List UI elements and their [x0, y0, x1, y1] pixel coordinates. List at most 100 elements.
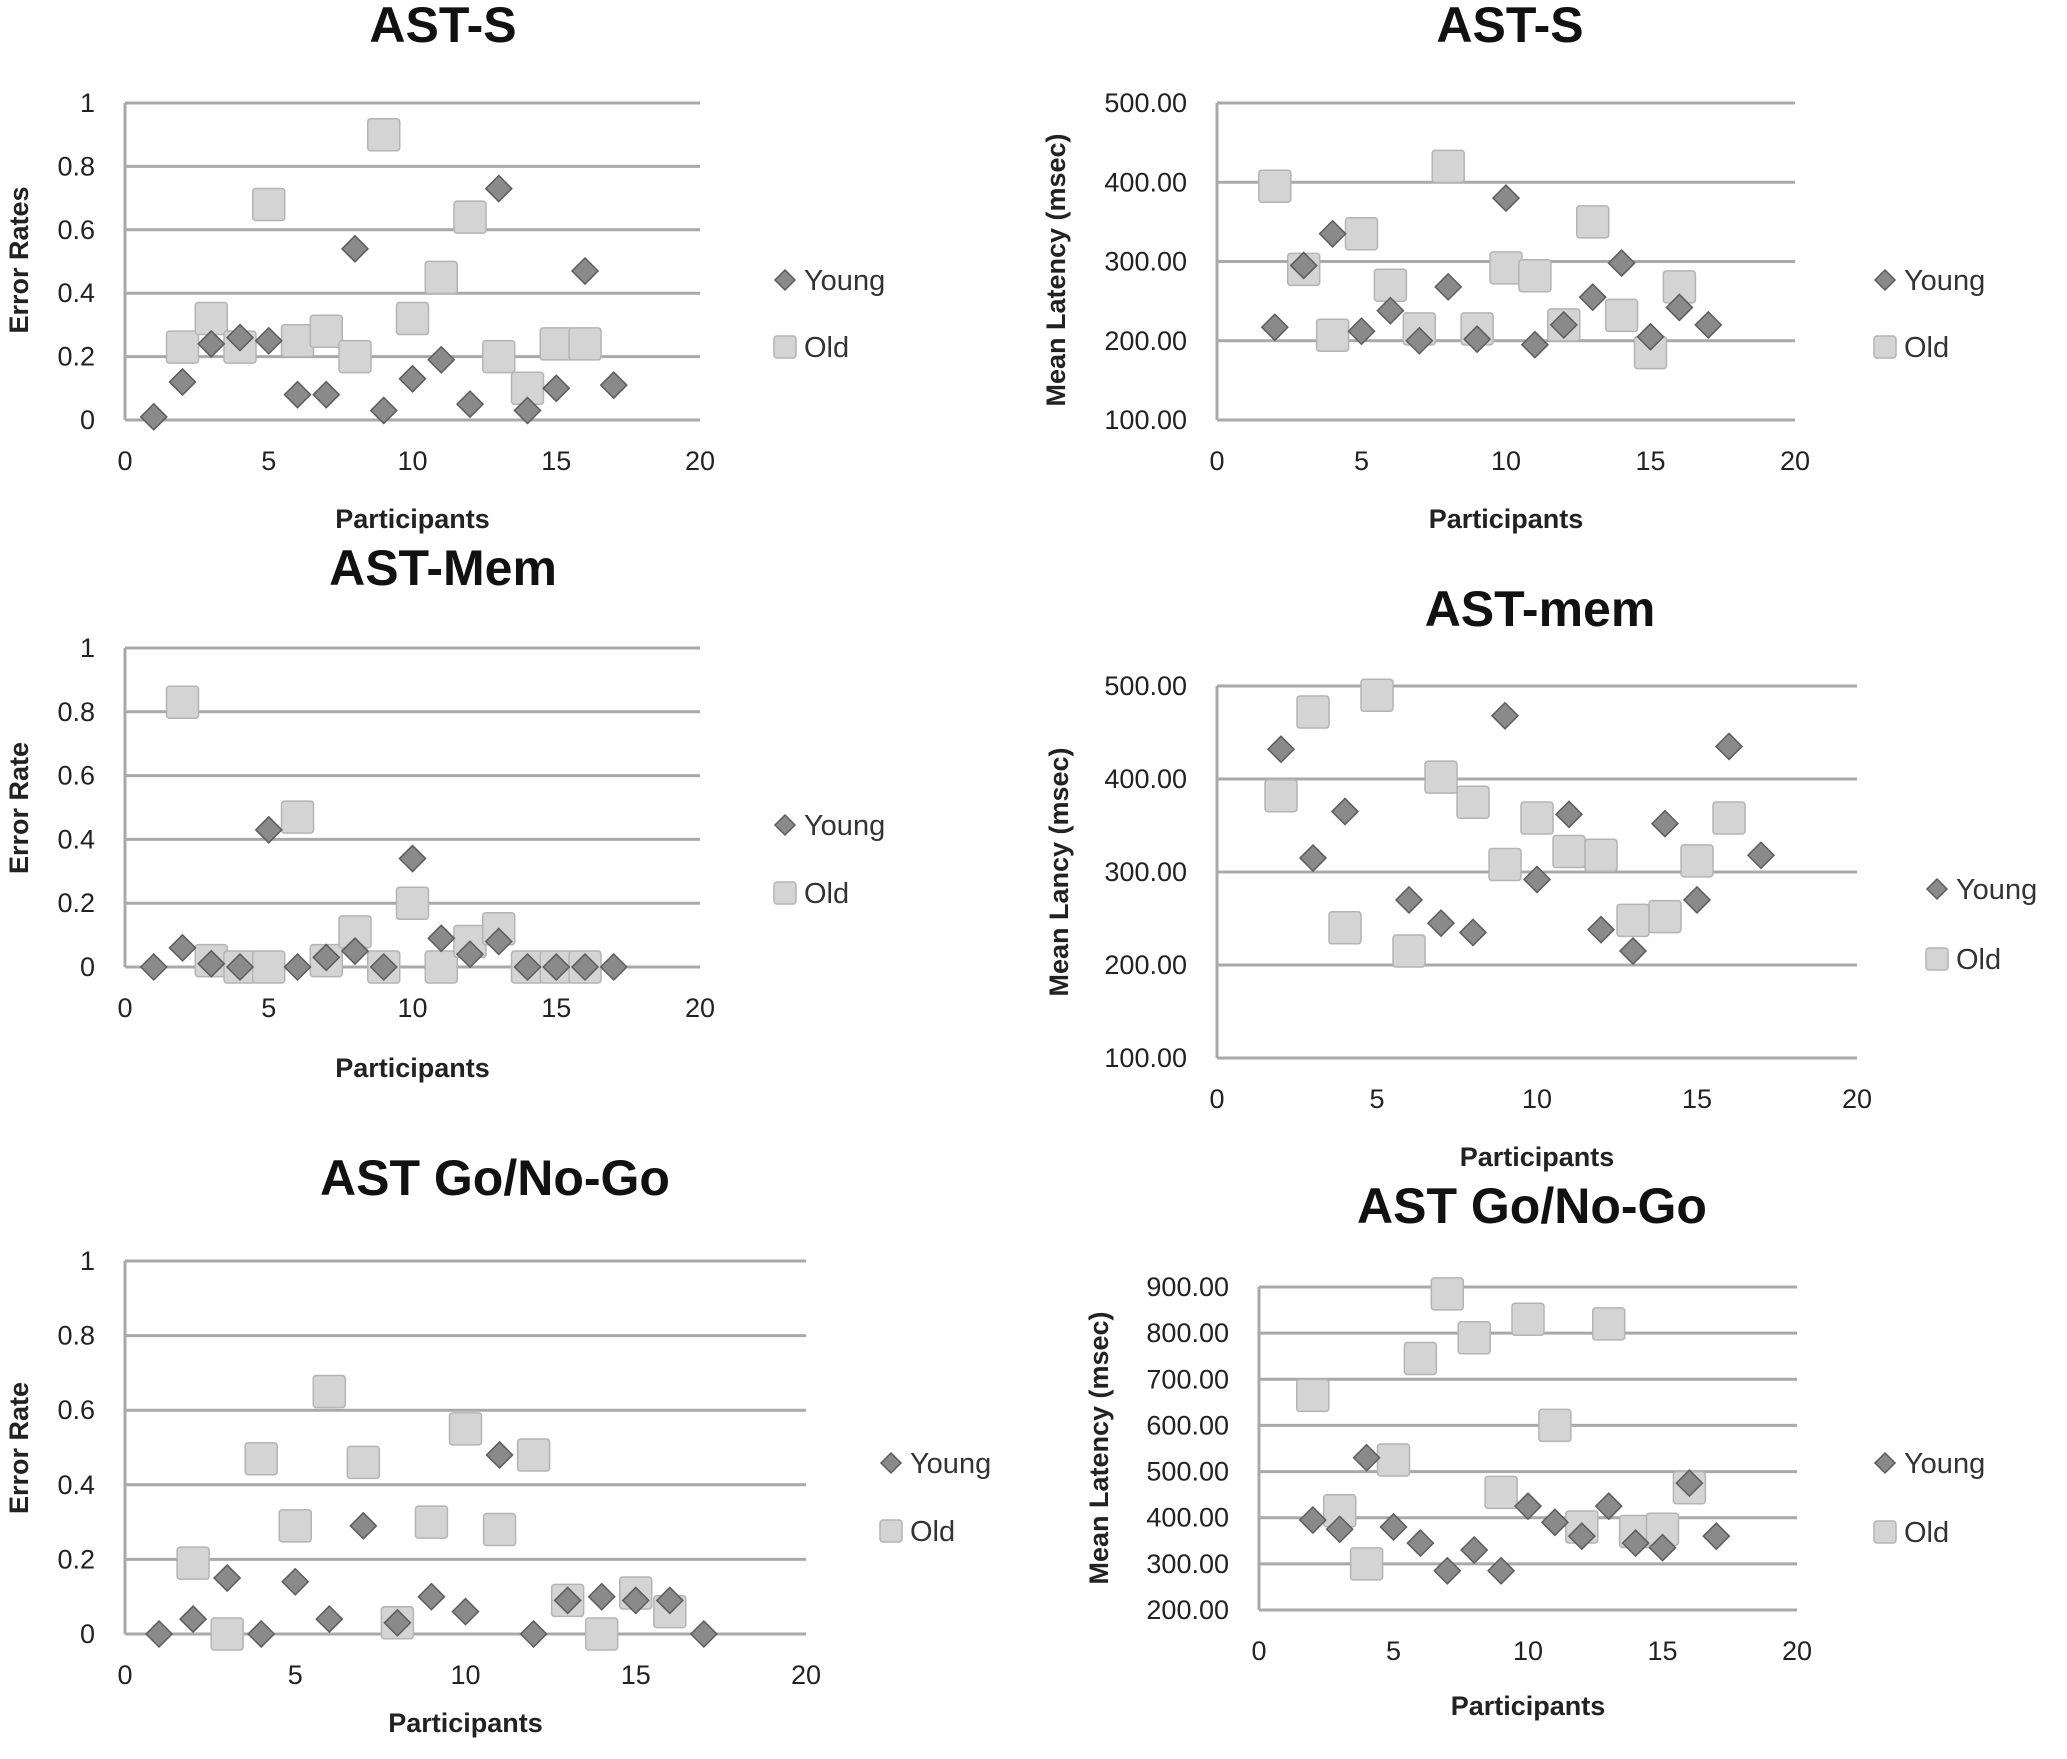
- legend-young-label: Young: [1904, 1448, 1985, 1480]
- legend-young-marker: [1873, 1451, 1897, 1475]
- data-point-old: [252, 950, 286, 984]
- x-tick-label: 15: [1635, 446, 1665, 476]
- data-point-old: [1376, 1443, 1411, 1477]
- x-axis-label: Participants: [335, 1053, 490, 1083]
- legend-old-label: Old: [1956, 944, 2001, 976]
- y-tick-label: 400.00: [1104, 764, 1187, 794]
- y-tick-label: 0.6: [57, 215, 95, 245]
- data-point-old: [414, 1505, 449, 1539]
- data-point-young: [1636, 322, 1665, 351]
- x-tick-label: 15: [541, 446, 571, 476]
- data-point-old: [280, 324, 315, 358]
- data-point-young: [1406, 1529, 1435, 1558]
- data-point-young: [283, 380, 312, 409]
- data-point-old: [165, 330, 200, 364]
- data-point-young: [340, 234, 370, 263]
- y-axis-label: Error Rate: [4, 1382, 34, 1514]
- data-point-young: [315, 1605, 344, 1634]
- x-tick-label: 15: [541, 993, 571, 1023]
- legend: Young Old: [773, 810, 885, 910]
- data-point-old: [280, 800, 315, 834]
- data-point-old: [1456, 785, 1490, 819]
- data-point-young: [1567, 1522, 1596, 1551]
- data-point-young: [398, 844, 427, 873]
- y-axis-label: Error Rate: [4, 742, 34, 874]
- data-point-young: [1260, 313, 1289, 342]
- data-point-young: [1460, 1535, 1489, 1565]
- data-point-old: [1575, 205, 1610, 239]
- legend-young-marker: [773, 268, 797, 292]
- data-point-old: [244, 1441, 278, 1476]
- data-point-old: [194, 301, 228, 336]
- data-point-young: [168, 933, 197, 962]
- data-point-young: [689, 1619, 718, 1649]
- data-point-young: [1618, 936, 1648, 966]
- x-tick-label: 20: [685, 446, 715, 476]
- y-tick-label: 0.4: [57, 824, 95, 854]
- legend: Young Old: [879, 1448, 991, 1548]
- data-point-young: [1491, 184, 1521, 213]
- x-tick-label: 5: [288, 1660, 303, 1690]
- data-point-young: [1650, 809, 1680, 838]
- data-point-young: [1298, 843, 1328, 873]
- data-point-old: [1520, 801, 1554, 835]
- data-point-young: [427, 924, 456, 953]
- x-tick-label: 0: [1209, 1084, 1224, 1114]
- data-point-young: [340, 936, 370, 966]
- chart-panel-ast-s-error: AST-S00.20.40.60.810 5 10 15 20ParticipantsE…: [4, 0, 885, 534]
- data-point-young: [1702, 1522, 1731, 1551]
- data-point-young: [225, 952, 255, 982]
- data-point-old: [309, 314, 343, 348]
- data-point-young: [484, 174, 513, 203]
- chart-title: AST-S: [1436, 0, 1583, 53]
- legend-young-label: Young: [910, 1448, 991, 1480]
- y-tick-label: 0.8: [57, 1321, 95, 1351]
- chart-panel-ast-mem-latency: AST-mem 100.00 200.00 300.00 400.00 500.00 0 5 1…: [1044, 581, 2037, 1172]
- data-point-old: [1296, 1378, 1330, 1413]
- data-point-young: [369, 952, 398, 982]
- data-point-young: [1379, 1512, 1408, 1542]
- data-point-old: [1258, 169, 1292, 203]
- x-tick-label: 15: [621, 1660, 651, 1690]
- y-tick-label: 300.00: [1104, 857, 1187, 887]
- x-tick-label: 20: [1842, 1084, 1872, 1114]
- data-point-old: [1538, 1408, 1572, 1443]
- x-tick-label: 5: [261, 446, 276, 476]
- data-point-old: [210, 1617, 244, 1651]
- data-point-young: [254, 326, 283, 355]
- data-point-young: [349, 1511, 378, 1540]
- x-tick-label: 20: [791, 1660, 821, 1690]
- y-axis-label: Mean Latency (msec): [1084, 1311, 1114, 1584]
- data-point-young: [621, 1586, 650, 1615]
- data-point-old: [1584, 838, 1618, 873]
- data-point-young: [519, 1619, 548, 1649]
- legend-old-label: Old: [804, 332, 849, 364]
- data-point-old: [1552, 834, 1586, 869]
- legend-old-marker: [879, 1519, 903, 1543]
- data-point-young: [1434, 272, 1463, 301]
- data-point-old: [1511, 1302, 1545, 1337]
- y-tick-label: 600.00: [1146, 1410, 1229, 1440]
- chart-title: AST-mem: [1425, 581, 1656, 637]
- data-point-young: [1394, 885, 1424, 914]
- data-point-young: [1347, 317, 1376, 346]
- data-point-old: [568, 327, 602, 361]
- data-point-young: [1540, 1508, 1569, 1537]
- data-point-young: [1433, 1556, 1462, 1585]
- data-point-old: [1431, 149, 1465, 184]
- legend-old-label: Old: [1904, 332, 1949, 364]
- data-point-young: [455, 940, 485, 969]
- x-tick-label: 15: [1647, 1636, 1677, 1666]
- legend-old-marker: [773, 881, 797, 905]
- x-tick-label: 10: [1491, 446, 1521, 476]
- x-tick-label: 0: [117, 993, 132, 1023]
- legend: Young Old: [1925, 874, 2037, 976]
- data-point-old: [1360, 678, 1394, 713]
- legend-old-marker: [1873, 335, 1897, 359]
- data-point-young: [587, 1582, 616, 1611]
- y-tick-label: 0: [80, 1619, 95, 1649]
- data-point-young: [1463, 325, 1492, 354]
- data-point-old: [1488, 847, 1522, 882]
- data-point-old: [1328, 911, 1362, 945]
- data-point-young: [312, 380, 341, 409]
